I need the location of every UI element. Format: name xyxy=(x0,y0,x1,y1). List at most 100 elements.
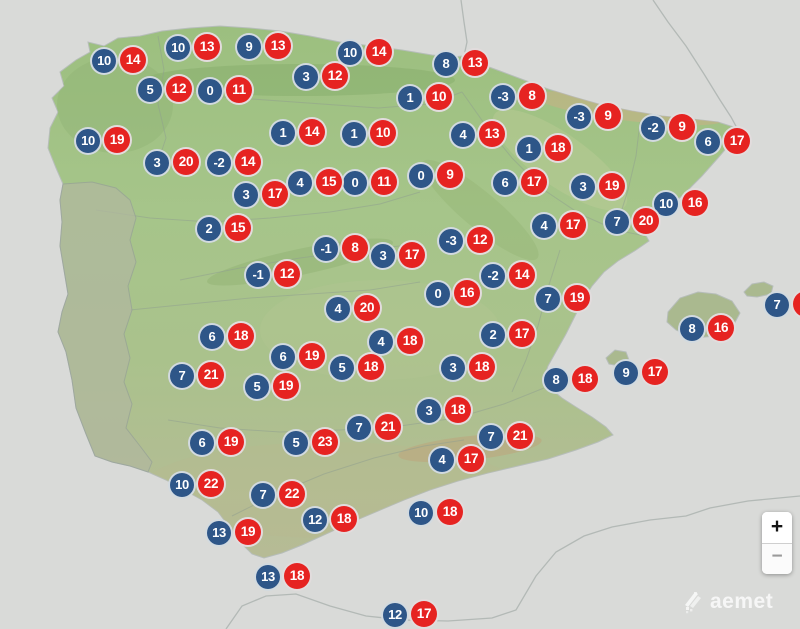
max-temp-badge: 19 xyxy=(562,283,592,313)
max-temp-badge: 15 xyxy=(223,213,253,243)
max-temp-badge: 17 xyxy=(519,167,549,197)
max-temp-badge: 18 xyxy=(395,326,425,356)
max-temp-badge: 17 xyxy=(409,599,439,629)
max-temp-badge: 13 xyxy=(477,119,507,149)
min-temp-badge: -1 xyxy=(244,261,272,289)
max-temp-badge: 9 xyxy=(435,160,465,190)
max-temp-badge: 21 xyxy=(373,412,403,442)
min-temp-badge: 3 xyxy=(292,63,320,91)
max-temp-badge: 19 xyxy=(271,371,301,401)
max-temp-badge: 14 xyxy=(507,260,537,290)
africa-coastline xyxy=(225,495,800,629)
max-temp-badge: 19 xyxy=(597,171,627,201)
max-temp-badge: 14 xyxy=(364,37,394,67)
max-temp-badge: 18 xyxy=(226,321,256,351)
zoom-out-button[interactable]: − xyxy=(762,544,792,574)
min-temp-badge: 6 xyxy=(694,128,722,156)
max-temp-badge: 19 xyxy=(233,517,263,547)
max-temp-badge: 18 xyxy=(570,364,600,394)
max-temp-badge: 17 xyxy=(558,210,588,240)
max-temp-badge: 19 xyxy=(216,427,246,457)
min-temp-badge: 4 xyxy=(324,295,352,323)
min-temp-badge: 12 xyxy=(381,601,409,629)
max-temp-badge: 8 xyxy=(340,233,370,263)
max-temp-badge: 20 xyxy=(352,293,382,323)
min-temp-badge: 4 xyxy=(449,121,477,149)
min-temp-badge: 3 xyxy=(369,242,397,270)
min-temp-badge: 9 xyxy=(612,359,640,387)
min-temp-badge: 6 xyxy=(491,169,519,197)
max-temp-badge: 19 xyxy=(102,125,132,155)
max-temp-badge: 18 xyxy=(443,395,473,425)
min-temp-badge: 10 xyxy=(74,127,102,155)
max-temp-badge: 16 xyxy=(680,188,710,218)
max-temp-badge: 18 xyxy=(356,352,386,382)
min-temp-badge: 7 xyxy=(534,285,562,313)
max-temp-badge: 17 xyxy=(507,319,537,349)
min-temp-badge: 0 xyxy=(407,162,435,190)
min-temp-badge: 3 xyxy=(415,397,443,425)
min-temp-badge: 5 xyxy=(282,429,310,457)
min-temp-badge: 4 xyxy=(286,169,314,197)
min-temp-badge: 13 xyxy=(205,519,233,547)
min-temp-badge: 10 xyxy=(407,499,435,527)
min-temp-badge: 8 xyxy=(432,50,460,78)
max-temp-badge: 17 xyxy=(640,357,670,387)
max-temp-badge: 23 xyxy=(310,427,340,457)
min-temp-badge: -1 xyxy=(312,235,340,263)
max-temp-badge: 21 xyxy=(196,360,226,390)
max-temp-badge: 12 xyxy=(164,74,194,104)
min-temp-badge: 3 xyxy=(143,149,171,177)
map-zoom-control: + − xyxy=(762,512,792,574)
max-temp-badge: 13 xyxy=(460,48,490,78)
min-temp-badge: 0 xyxy=(341,169,369,197)
max-temp-badge: 12 xyxy=(272,259,302,289)
min-temp-badge: 7 xyxy=(763,291,791,319)
max-temp-badge: 14 xyxy=(118,45,148,75)
min-temp-badge: -3 xyxy=(565,103,593,131)
min-temp-badge: -3 xyxy=(437,227,465,255)
max-temp-badge: 16 xyxy=(706,313,736,343)
max-temp-badge: 17 xyxy=(722,126,752,156)
min-temp-badge: 10 xyxy=(168,471,196,499)
min-temp-badge: 7 xyxy=(345,414,373,442)
min-temp-badge: -3 xyxy=(489,83,517,111)
min-temp-badge: 6 xyxy=(198,323,226,351)
max-temp-badge: 13 xyxy=(263,31,293,61)
min-temp-badge: 8 xyxy=(678,315,706,343)
min-temp-badge: 5 xyxy=(136,76,164,104)
min-temp-badge: 6 xyxy=(269,343,297,371)
min-temp-badge: 10 xyxy=(90,47,118,75)
max-temp-badge: 18 xyxy=(543,133,573,163)
min-temp-badge: 3 xyxy=(232,181,260,209)
max-temp-badge: 12 xyxy=(320,61,350,91)
max-temp-badge: 17 xyxy=(397,240,427,270)
min-temp-badge: 3 xyxy=(569,173,597,201)
min-temp-badge: 9 xyxy=(235,33,263,61)
max-temp-badge: 13 xyxy=(192,32,222,62)
max-temp-badge: 18 xyxy=(467,352,497,382)
min-temp-badge: 7 xyxy=(168,362,196,390)
min-temp-badge: 13 xyxy=(254,563,282,591)
max-temp-badge: 14 xyxy=(233,147,263,177)
min-temp-badge: 0 xyxy=(196,77,224,105)
zoom-in-button[interactable]: + xyxy=(762,512,792,544)
max-temp-badge: 21 xyxy=(505,421,535,451)
max-temp-badge: 18 xyxy=(435,497,465,527)
max-temp-badge: 17 xyxy=(456,444,486,474)
max-temp-badge: 19 xyxy=(297,341,327,371)
france-mediterranean-coastline xyxy=(652,0,738,129)
max-temp-badge: 8 xyxy=(517,81,547,111)
max-temp-badge: 18 xyxy=(282,561,312,591)
max-temp-badge: 12 xyxy=(465,225,495,255)
min-temp-badge: 3 xyxy=(439,354,467,382)
max-temp-badge: 22 xyxy=(277,479,307,509)
min-temp-badge: 8 xyxy=(542,366,570,394)
max-temp-badge: 10 xyxy=(424,82,454,112)
min-temp-badge: 4 xyxy=(428,446,456,474)
min-temp-badge: 1 xyxy=(269,119,297,147)
min-temp-badge: 0 xyxy=(424,280,452,308)
max-temp-badge: 20 xyxy=(631,206,661,236)
